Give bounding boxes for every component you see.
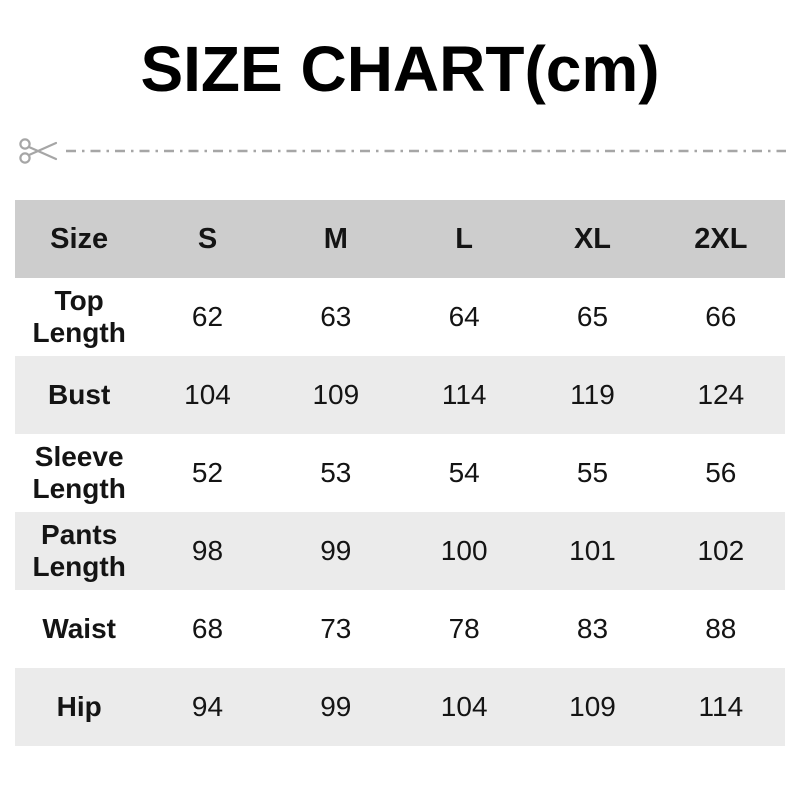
cell-value: 54 (448, 457, 480, 488)
row-label: Bust (48, 378, 111, 410)
cell-value: 62 (191, 301, 224, 332)
table-row-bust: Bust 104 109 114 119 124 (15, 356, 785, 434)
cell-value: 94 (191, 691, 224, 722)
cell-value: 99 (320, 535, 352, 566)
table-row-waist: Waist 68 73 78 83 88 (15, 590, 785, 668)
column-header-m: M (323, 222, 348, 255)
cell-value: 99 (320, 691, 352, 722)
cell-value: 109 (569, 691, 616, 722)
row-label: Hip (56, 690, 102, 722)
cell-value: 88 (705, 613, 737, 644)
column-header-s: S (197, 222, 218, 255)
cell-value: 56 (705, 457, 737, 488)
cell-value: 64 (448, 301, 480, 332)
row-label: Pants Length (32, 518, 126, 582)
cell-value: 83 (576, 613, 609, 644)
cut-dash-line (66, 149, 786, 153)
column-header-l: L (455, 222, 474, 255)
cell-value: 101 (569, 535, 616, 566)
cell-value: 114 (441, 379, 487, 410)
size-table: Size S M L XL 2XL Top Length 62 63 64 65… (15, 200, 785, 746)
cell-value: 68 (191, 613, 224, 644)
cell-value: 102 (697, 535, 745, 566)
row-label: Top Length (32, 284, 126, 348)
cell-value: 63 (320, 301, 352, 332)
cell-value: 124 (697, 379, 745, 410)
cell-value: 53 (320, 457, 352, 488)
cell-value: 114 (698, 691, 744, 722)
row-label: Sleeve Length (32, 440, 126, 504)
cell-value: 73 (320, 613, 352, 644)
cell-value: 65 (576, 301, 609, 332)
cell-value: 52 (191, 457, 224, 488)
table-row-sleeve-length: Sleeve Length 52 53 54 55 56 (15, 434, 785, 512)
cell-value: 100 (440, 535, 488, 566)
cell-value: 119 (570, 379, 615, 410)
page-title: SIZE CHART(cm) (140, 33, 660, 105)
row-label: Waist (42, 612, 116, 644)
scissors-icon (19, 138, 58, 164)
cell-value: 66 (705, 301, 737, 332)
cell-value: 109 (312, 379, 360, 410)
cell-value: 55 (576, 457, 609, 488)
table-row-top-length: Top Length 62 63 64 65 66 (15, 278, 785, 356)
cut-line (18, 133, 786, 169)
cell-value: 98 (191, 535, 224, 566)
table-row-hip: Hip 94 99 104 109 114 (15, 668, 785, 746)
column-header-size: Size (50, 222, 109, 255)
table-row-pants-length: Pants Length 98 99 100 101 102 (15, 512, 785, 590)
cell-value: 104 (440, 691, 488, 722)
column-header-2xl: 2XL (694, 222, 748, 255)
cell-value: 104 (184, 379, 231, 410)
column-header-xl: XL (573, 222, 612, 255)
cell-value: 78 (448, 613, 480, 644)
table-header-row: Size S M L XL 2XL (15, 200, 785, 278)
